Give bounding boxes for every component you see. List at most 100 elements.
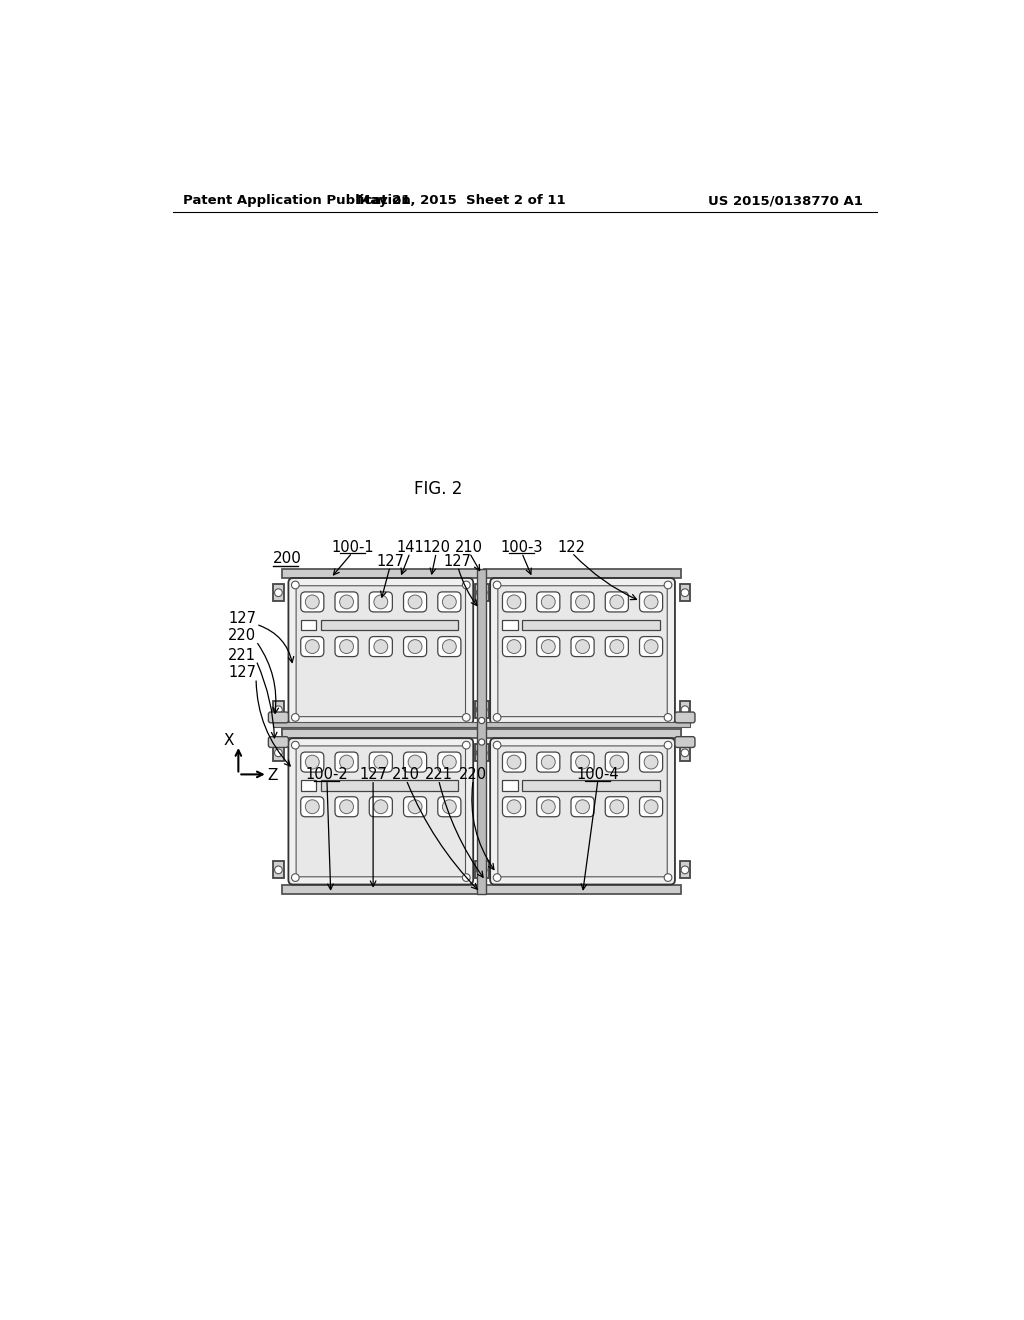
FancyBboxPatch shape xyxy=(438,636,461,656)
Bar xyxy=(273,744,284,762)
Circle shape xyxy=(374,595,388,609)
Bar xyxy=(680,585,690,601)
Text: 127: 127 xyxy=(228,665,256,680)
Bar xyxy=(680,744,690,762)
Circle shape xyxy=(409,640,422,653)
FancyBboxPatch shape xyxy=(537,797,560,817)
FancyBboxPatch shape xyxy=(370,591,392,612)
Circle shape xyxy=(494,714,501,721)
Circle shape xyxy=(575,800,590,813)
Circle shape xyxy=(478,739,484,744)
FancyBboxPatch shape xyxy=(296,586,466,717)
Circle shape xyxy=(305,800,319,813)
Text: 220: 220 xyxy=(228,628,256,643)
Circle shape xyxy=(542,755,555,770)
FancyBboxPatch shape xyxy=(571,636,594,656)
Circle shape xyxy=(681,706,689,714)
Text: 221: 221 xyxy=(425,767,453,781)
FancyBboxPatch shape xyxy=(503,797,525,817)
FancyBboxPatch shape xyxy=(301,591,324,612)
Circle shape xyxy=(644,755,658,770)
Circle shape xyxy=(542,640,555,653)
FancyBboxPatch shape xyxy=(403,636,427,656)
Text: 122: 122 xyxy=(558,540,586,554)
FancyBboxPatch shape xyxy=(301,797,324,817)
Circle shape xyxy=(542,595,555,609)
Circle shape xyxy=(476,706,484,714)
Circle shape xyxy=(374,755,388,770)
Circle shape xyxy=(340,640,353,653)
FancyBboxPatch shape xyxy=(335,636,358,656)
Bar xyxy=(522,619,659,631)
Circle shape xyxy=(476,589,484,597)
FancyBboxPatch shape xyxy=(403,752,427,772)
Text: 210: 210 xyxy=(392,767,420,781)
FancyBboxPatch shape xyxy=(370,636,392,656)
Bar xyxy=(680,862,690,878)
Circle shape xyxy=(575,755,590,770)
Bar xyxy=(321,780,458,791)
Circle shape xyxy=(665,714,672,721)
Text: 127: 127 xyxy=(359,767,387,781)
Circle shape xyxy=(494,874,501,882)
Text: 100-1: 100-1 xyxy=(331,540,374,554)
FancyBboxPatch shape xyxy=(537,752,560,772)
Bar xyxy=(283,569,479,578)
Circle shape xyxy=(305,595,319,609)
Bar xyxy=(283,729,479,738)
Circle shape xyxy=(681,866,689,874)
Circle shape xyxy=(507,800,521,813)
FancyBboxPatch shape xyxy=(438,797,461,817)
FancyBboxPatch shape xyxy=(640,752,663,772)
Circle shape xyxy=(442,640,457,653)
Text: 100-4: 100-4 xyxy=(577,767,620,781)
Bar xyxy=(680,701,690,718)
Text: 100-2: 100-2 xyxy=(305,767,348,781)
FancyBboxPatch shape xyxy=(640,591,663,612)
Circle shape xyxy=(340,755,353,770)
Circle shape xyxy=(340,595,353,609)
Circle shape xyxy=(292,742,299,748)
Text: 200: 200 xyxy=(273,552,302,566)
Bar xyxy=(273,701,284,718)
Bar xyxy=(503,619,518,631)
Circle shape xyxy=(665,742,672,748)
Text: X: X xyxy=(224,733,234,748)
FancyBboxPatch shape xyxy=(640,797,663,817)
Circle shape xyxy=(274,706,283,714)
Circle shape xyxy=(542,800,555,813)
Bar xyxy=(273,722,690,726)
Bar xyxy=(301,780,316,791)
FancyBboxPatch shape xyxy=(640,636,663,656)
Circle shape xyxy=(374,800,388,813)
FancyBboxPatch shape xyxy=(490,578,675,725)
Text: 127: 127 xyxy=(376,553,404,569)
Circle shape xyxy=(665,874,672,882)
Bar xyxy=(273,862,284,878)
Bar xyxy=(484,725,681,734)
Bar xyxy=(484,884,681,894)
Circle shape xyxy=(305,640,319,653)
Circle shape xyxy=(340,800,353,813)
Bar xyxy=(484,569,681,578)
FancyBboxPatch shape xyxy=(503,752,525,772)
Circle shape xyxy=(463,874,470,882)
FancyBboxPatch shape xyxy=(403,797,427,817)
FancyBboxPatch shape xyxy=(605,636,629,656)
Circle shape xyxy=(610,595,624,609)
Text: 127: 127 xyxy=(228,611,256,627)
Circle shape xyxy=(644,640,658,653)
Circle shape xyxy=(305,755,319,770)
Bar xyxy=(522,780,659,791)
Bar xyxy=(475,862,485,878)
Circle shape xyxy=(494,581,501,589)
Bar xyxy=(283,884,479,894)
Text: 100-3: 100-3 xyxy=(501,540,543,554)
Circle shape xyxy=(610,755,624,770)
Circle shape xyxy=(292,581,299,589)
FancyBboxPatch shape xyxy=(571,797,594,817)
Circle shape xyxy=(494,742,501,748)
Bar xyxy=(321,619,458,631)
FancyBboxPatch shape xyxy=(296,746,466,876)
Bar xyxy=(301,619,316,631)
